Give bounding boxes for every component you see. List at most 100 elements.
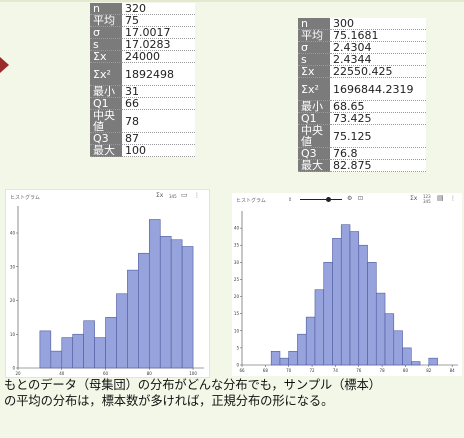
y-tick-label: 5: [236, 345, 239, 350]
histogram-toolbar: ヒストグラム ⇕ ⚙ ⊡ Σx 123 345 ▤ ⋮: [232, 193, 462, 207]
stats-row: Σx 24000: [90, 50, 195, 63]
stats-value: 66: [122, 97, 195, 110]
stats-value: 100: [122, 144, 195, 157]
stats-value: 17.0017: [122, 26, 195, 39]
stats-value: 300: [330, 18, 426, 30]
histogram-bar: [288, 351, 298, 366]
stats-value: 1892498: [122, 62, 195, 86]
y-tick-label: 10: [10, 332, 16, 337]
stats-value: 75.1681: [330, 29, 426, 42]
stats-value: 2.4304: [330, 41, 426, 54]
stats-row: 平均 75.1681: [298, 29, 426, 42]
histogram-bar: [410, 361, 421, 366]
stats-row: s 2.4344: [298, 53, 426, 66]
histogram-bar: [384, 313, 395, 366]
number-format-button[interactable]: 345: [169, 194, 177, 199]
stats-value: 73.425: [330, 112, 426, 125]
histogram-bar: [367, 262, 377, 366]
settings-icon[interactable]: ⚙: [347, 195, 353, 202]
histogram-bar: [340, 224, 351, 366]
stats-key: s: [90, 38, 122, 51]
stats-value: 17.0283: [122, 38, 195, 51]
table-icon[interactable]: ▤: [437, 194, 444, 202]
slider-handle[interactable]: [326, 197, 331, 202]
stats-row: 中央値 75.125: [298, 124, 426, 148]
histogram-bar: [39, 330, 52, 369]
stats-value: 82.875: [330, 159, 426, 172]
stats-row: s 17.0283: [90, 38, 195, 51]
stats-value: 22550.425: [330, 65, 426, 78]
external-link-icon[interactable]: ⊡: [358, 195, 364, 202]
more-options-icon[interactable]: ⋮: [194, 192, 200, 199]
histogram-menu[interactable]: ヒストグラム: [10, 195, 40, 201]
stats-key: Q1: [298, 112, 330, 125]
y-tick-label: 10: [234, 328, 240, 333]
stats-row: Q3 76.8: [298, 147, 426, 160]
slider-track[interactable]: [300, 199, 342, 200]
stats-key: Σx: [298, 65, 330, 78]
stats-button[interactable]: Σx: [410, 195, 418, 202]
stats-row: σ 17.0017: [90, 26, 195, 39]
stats-key: n: [90, 3, 122, 15]
stats-value: 2.4344: [330, 53, 426, 66]
histogram-bar: [94, 337, 106, 369]
stats-value: 1696844.2319: [330, 77, 426, 101]
y-tick-label: 30: [10, 264, 16, 269]
number-format-top[interactable]: 123: [423, 194, 431, 199]
stats-button[interactable]: Σx: [156, 192, 164, 199]
histogram-bar: [83, 320, 95, 369]
histogram-menu[interactable]: ヒストグラム: [236, 198, 266, 204]
population-histogram: 0 10 20 30 40 20 40 60 80 100: [10, 206, 204, 376]
histogram-bar: [148, 219, 161, 369]
stats-key: Σx²: [90, 62, 122, 86]
histogram-bar: [332, 238, 342, 366]
histogram-bar: [375, 292, 386, 366]
slide-caption: もとのデータ（母集団）の分布がどんな分布でも，サンプル（標本） の平均の分布は，…: [4, 377, 464, 409]
stats-value: 31: [122, 85, 195, 98]
histogram-bar: [170, 239, 183, 369]
stats-row: Q1 66: [90, 97, 195, 110]
histogram-bar: [50, 350, 63, 369]
stats-value: 87: [122, 132, 195, 145]
stats-value: 320: [122, 3, 195, 15]
stats-key: 平均: [298, 29, 330, 42]
chevron-down-icon[interactable]: ⇕: [288, 197, 293, 203]
stats-key: Σx²: [298, 77, 330, 101]
stats-key: Q3: [298, 147, 330, 160]
x-tick-label: 66: [239, 368, 245, 373]
stats-row: 中央値 78: [90, 109, 195, 133]
stats-key: 最大: [298, 159, 330, 172]
stats-key: n: [298, 18, 330, 30]
y-tick-label: 35: [234, 243, 240, 248]
stats-key: Q1: [90, 97, 122, 110]
x-tick-label: 74: [333, 368, 339, 373]
stats-key: 最小: [90, 85, 122, 98]
stats-value: 76.8: [330, 147, 426, 160]
y-tick-label: 40: [234, 226, 240, 231]
stats-key: σ: [90, 26, 122, 39]
x-tick-label: 80: [403, 368, 409, 373]
histogram-toolbar: ヒストグラム Σx 345 ▭ ⋮: [6, 190, 209, 204]
population-stats-table: n 320 平均 75 σ 17.0017 s 17.0283 Σx 24000 Σx² 189249…: [90, 3, 195, 157]
y-tick-label: 20: [234, 294, 240, 299]
slide-arrow-icon: [0, 57, 9, 73]
x-tick-label: 82: [426, 368, 432, 373]
x-tick-label: 20: [15, 371, 21, 376]
histogram-bar: [428, 357, 438, 366]
y-tick-label: 0: [236, 363, 239, 368]
stats-value: 75.125: [330, 124, 426, 148]
histogram-bar: [393, 330, 403, 366]
histogram-bar: [72, 333, 84, 369]
x-tick-label: 84: [450, 368, 456, 373]
stats-row: Σx 22550.425: [298, 65, 426, 78]
histogram-bar: [159, 236, 172, 369]
more-options-icon[interactable]: ⋮: [450, 195, 456, 202]
table-icon[interactable]: ▭: [181, 191, 188, 199]
y-tick-label: 30: [234, 260, 240, 265]
x-tick-label: 100: [189, 371, 197, 376]
number-format-bottom[interactable]: 345: [423, 199, 431, 204]
stats-row: n 300: [298, 18, 426, 30]
histogram-bar: [297, 333, 307, 366]
stats-value: 78: [122, 109, 195, 133]
histogram-bar: [127, 269, 139, 369]
